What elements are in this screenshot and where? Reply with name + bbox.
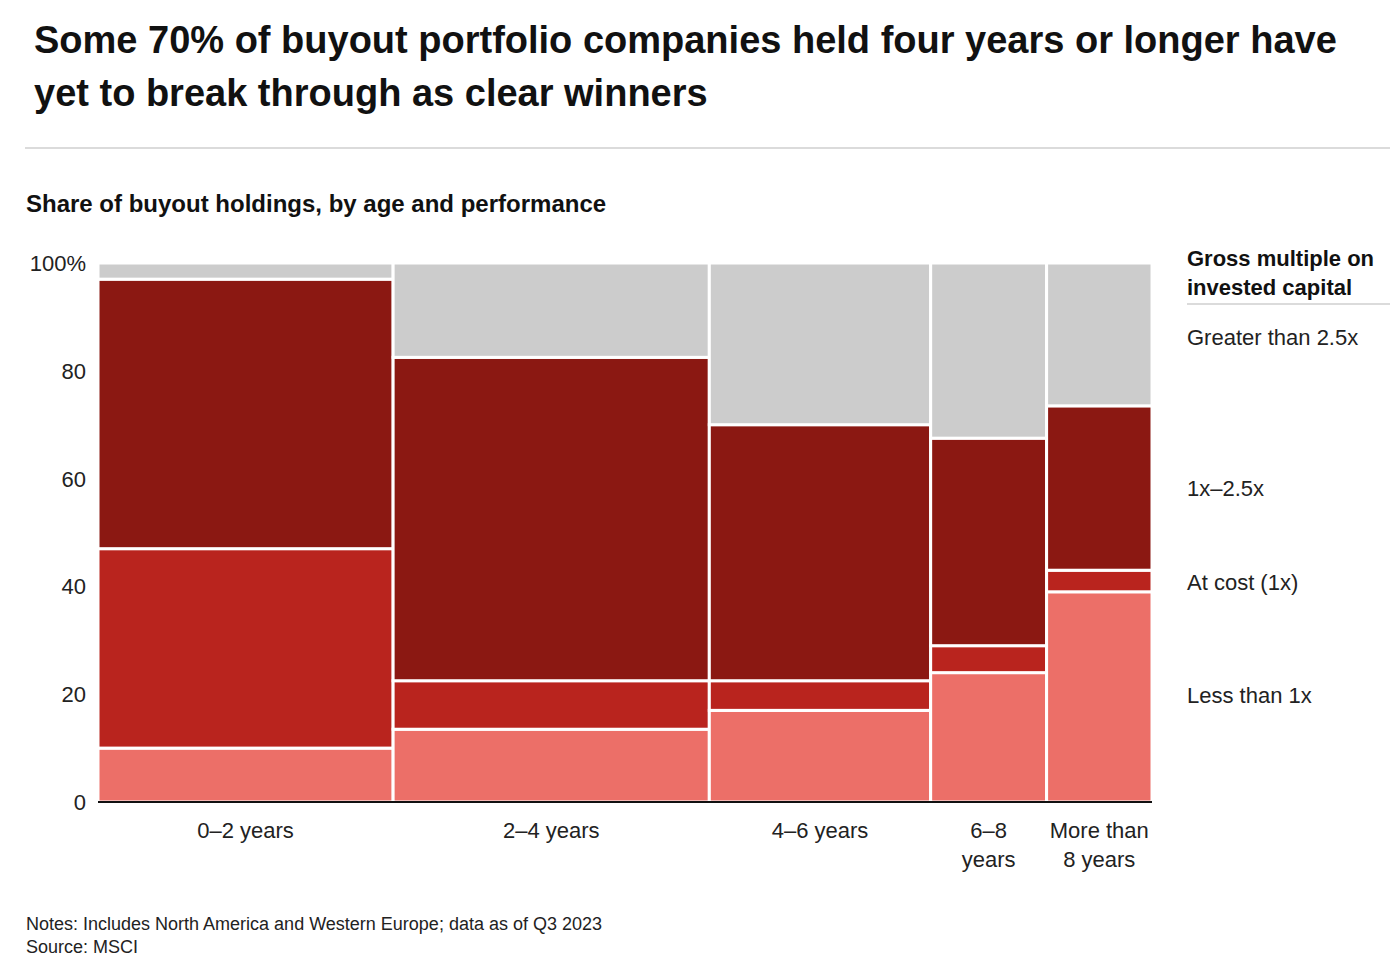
bar-segment [98,549,393,748]
source: Source: MSCI [26,937,138,957]
bar-segment [98,748,393,802]
category-label: 0–2 years [197,818,294,843]
bar-segment [709,425,930,681]
bar-segment [931,438,1047,646]
notes: Notes: Includes North America and Wester… [26,914,602,934]
legend-title-line: invested capital [1187,275,1352,300]
y-tick-label: 40 [62,574,86,599]
bar-segment [709,681,930,711]
bar-segment [931,263,1047,438]
bar-segment [98,263,393,279]
category-label: More than 8 years [1050,818,1149,872]
bar-segment [1047,263,1152,406]
y-tick [94,802,98,803]
category-label-line: 8 years [1063,847,1135,872]
bars [98,263,1152,802]
bar-segment [393,729,709,802]
bar-segment [709,263,930,425]
legend-title: Gross multiple on invested capital [1187,246,1374,300]
y-tick-label: 20 [62,682,86,707]
bar-segment [931,646,1047,673]
bar-segment [709,710,930,802]
y-tick-label: 60 [62,467,86,492]
y-tick-label: 80 [62,359,86,384]
category-label-line: 6–8 [970,818,1007,843]
bar-segment [393,357,709,680]
legend-label: 1x–2.5x [1187,476,1264,501]
y-tick-label: 100% [30,251,86,276]
bar-segment [1047,406,1152,570]
title: Some 70% of buyout portfolio companies h… [34,14,1384,120]
legend-title-line: Gross multiple on [1187,246,1374,271]
chart: Share of buyout holdings, by age and per… [0,0,1400,980]
x-axis [98,801,1152,803]
bar-segment [393,263,709,357]
y-tick-label: 0 [74,790,86,815]
bar-segment [1047,592,1152,802]
category-label-line: years [962,847,1016,872]
legend-label: At cost (1x) [1187,570,1298,595]
y-tick [94,370,98,371]
legend-rule [1187,303,1390,305]
y-tick [94,694,98,695]
category-label-line: 2–4 years [503,818,600,843]
category-label-line: More than [1050,818,1149,843]
category-label: 4–6 years [772,818,869,843]
bar-segment [393,681,709,730]
legend-label: Greater than 2.5x [1187,325,1358,350]
header-rule [25,147,1390,149]
category-label-line: 0–2 years [197,818,294,843]
category-label: 2–4 years [503,818,600,843]
bar-segment [98,279,393,549]
y-tick [94,263,98,264]
category-label-line: 4–6 years [772,818,869,843]
bar-segment [1047,570,1152,592]
category-label: 6–8 years [962,818,1016,872]
subtitle: Share of buyout holdings, by age and per… [26,190,606,217]
y-tick [94,478,98,479]
legend-label: Less than 1x [1187,683,1312,708]
y-tick [94,586,98,587]
bar-segment [931,673,1047,802]
